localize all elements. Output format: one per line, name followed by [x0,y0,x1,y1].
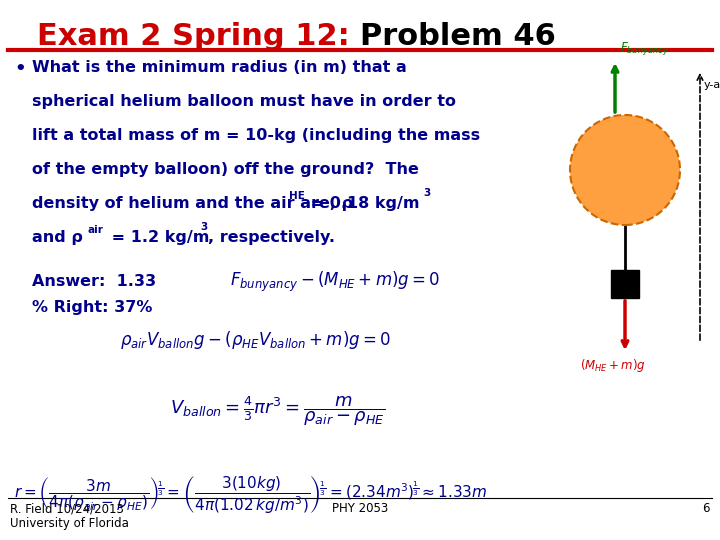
Text: What is the minimum radius (in m) that a: What is the minimum radius (in m) that a [32,60,407,75]
Text: 6: 6 [703,502,710,515]
Text: spherical helium balloon must have in order to: spherical helium balloon must have in or… [32,94,456,109]
Text: , respectively.: , respectively. [208,230,335,245]
Circle shape [570,115,680,225]
Text: Answer:  1.33: Answer: 1.33 [32,274,156,289]
FancyBboxPatch shape [611,270,639,298]
Text: R. Field 10/24/2013
University of Florida: R. Field 10/24/2013 University of Florid… [10,502,129,530]
Text: 3: 3 [423,188,431,198]
Text: $(M_{HE}+m)g$: $(M_{HE}+m)g$ [580,357,646,374]
Text: $\rho_{air}V_{ballon}g-(\rho_{HE}V_{ballon}+m)g=0$: $\rho_{air}V_{ballon}g-(\rho_{HE}V_{ball… [120,329,391,351]
Text: = 1.2 kg/m: = 1.2 kg/m [106,230,210,245]
Text: air: air [88,225,104,235]
Text: Problem 46: Problem 46 [360,22,556,51]
Text: = 0.18 kg/m: = 0.18 kg/m [305,196,420,211]
Text: HE: HE [289,191,305,201]
Text: •: • [14,60,26,78]
Text: % Right: 37%: % Right: 37% [32,300,153,315]
Text: m: m [619,278,631,291]
Text: $F_{bunyancy}-(M_{HE}+m)g=0$: $F_{bunyancy}-(M_{HE}+m)g=0$ [230,270,440,294]
Text: y-axis: y-axis [704,80,720,90]
Text: and ρ: and ρ [32,230,83,245]
Text: density of helium and the air are, ρ: density of helium and the air are, ρ [32,196,353,211]
Text: PHY 2053: PHY 2053 [332,502,388,515]
Text: lift a total mass of m = 10-kg (including the mass: lift a total mass of m = 10-kg (includin… [32,128,480,143]
Text: 3: 3 [200,222,207,232]
Text: $F_{bunyancy}$: $F_{bunyancy}$ [620,40,669,57]
Text: $V_{ballon}=\frac{4}{3}\pi r^{3}=\dfrac{m}{\rho_{air}-\rho_{HE}}$: $V_{ballon}=\frac{4}{3}\pi r^{3}=\dfrac{… [170,394,385,428]
Text: of the empty balloon) off the ground?  The: of the empty balloon) off the ground? Th… [32,162,419,177]
Text: $r=\left(\dfrac{3m}{4\pi(\rho_{air}-\rho_{HE})}\right)^{\!\frac{1}{3}}=\left(\df: $r=\left(\dfrac{3m}{4\pi(\rho_{air}-\rho… [14,474,487,516]
Text: r.....: r..... [629,154,651,164]
Text: Exam 2 Spring 12:: Exam 2 Spring 12: [37,22,360,51]
